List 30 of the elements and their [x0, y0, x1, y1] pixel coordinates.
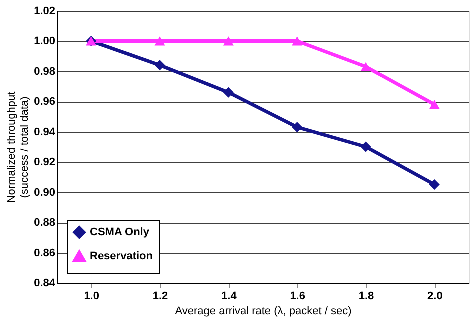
legend-label: CSMA Only [90, 226, 150, 238]
x-tick-label: 1.2 [152, 290, 168, 302]
y-tick-label: 0.86 [34, 247, 56, 260]
point [154, 36, 166, 46]
legend-label: Reservation [90, 250, 154, 262]
x-tick-label: 1.4 [222, 290, 238, 302]
point [292, 36, 303, 46]
y-tick-label: 0.90 [34, 186, 56, 199]
point [292, 122, 303, 133]
point [360, 62, 372, 72]
y-tick-label: 0.94 [34, 126, 56, 138]
x-tick-label: 1.6 [290, 290, 306, 302]
point [154, 60, 166, 71]
point [429, 180, 440, 190]
x-tick-label: 1.0 [84, 290, 100, 302]
x-axis-title: Average arrival rate (λ, packet / sec) [175, 306, 352, 318]
y-axis-title: Normalized throughput (success / total data) [6, 92, 32, 204]
point [223, 36, 234, 46]
y-tick-label: 0.96 [34, 96, 56, 108]
y-tick-label: 0.98 [34, 66, 56, 78]
x-tick-label: 2.0 [428, 290, 443, 302]
point [223, 87, 234, 98]
point [429, 100, 440, 110]
y-tick-label: 1.00 [34, 36, 56, 48]
y-tick-label: 1.02 [34, 6, 56, 18]
y-tick-label: 0.88 [34, 217, 56, 230]
y-tick-label: 0.84 [34, 278, 56, 290]
y-tick-label: 0.92 [34, 156, 56, 169]
x-tick-label: 1.8 [358, 290, 374, 302]
point [360, 142, 372, 152]
